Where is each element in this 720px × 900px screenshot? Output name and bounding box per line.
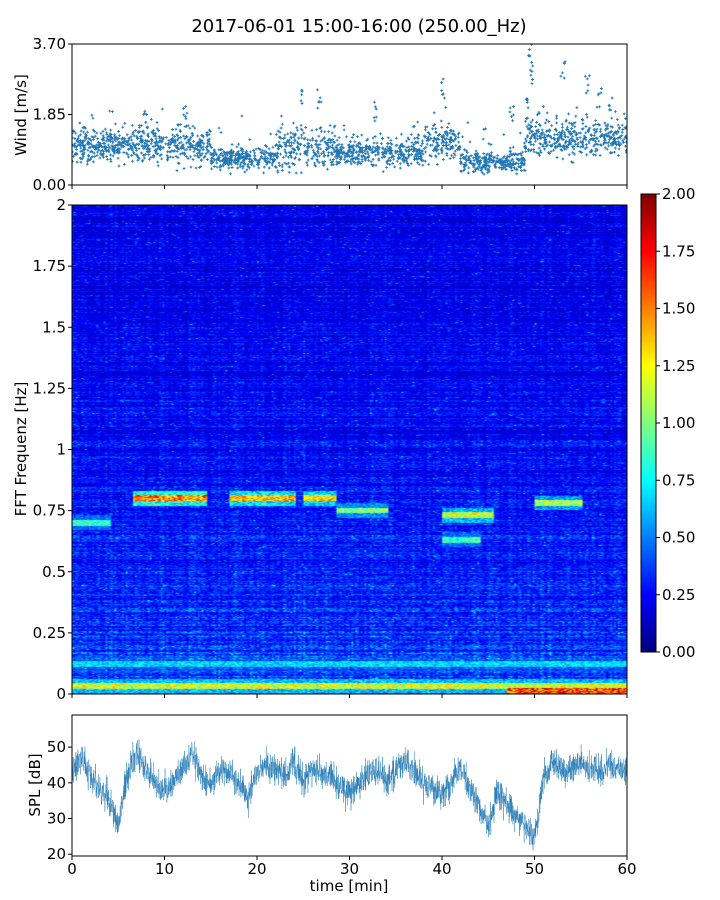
colorbar-tick-label: 1.75 xyxy=(662,242,695,260)
wind-y-tick-label: 3.70 xyxy=(33,35,66,53)
spectrogram-y-tick-label: 0.75 xyxy=(33,502,66,520)
wind-y-axis-label: Wind [m/s] xyxy=(12,74,30,156)
colorbar-axis: 0.00 0.25 0.50 0.75 1.00 1.25 1.50 1.75 2.00 xyxy=(656,185,695,661)
spl-y-axis-label: SPL [dB] xyxy=(26,753,44,816)
spl-y-tick-label: 50 xyxy=(47,738,66,756)
colorbar-tick-label: 0.75 xyxy=(662,471,695,489)
spectrogram-y-tick-label: 1.25 xyxy=(33,379,66,397)
spectrogram-panel: 0 0.25 0.5 0.75 1 1.25 1.5 1.75 2 FFT Frequenz [… xyxy=(12,185,695,703)
spl-panel: 0 10 20 30 40 50 60 20 30 40 50 SPL [dB] time [min… xyxy=(26,714,637,895)
time-x-axis-label: time [min] xyxy=(310,877,389,895)
wind-panel: 0.00 1.85 3.70 Wind [m/s] xyxy=(12,35,628,194)
colorbar-tick-label: 0.25 xyxy=(662,586,695,604)
spl-x-tick-label: 50 xyxy=(525,860,544,878)
spectrogram-image xyxy=(72,205,627,694)
spl-x-tick-label: 10 xyxy=(155,860,174,878)
spectrogram-y-tick-label: 0 xyxy=(56,685,66,703)
spl-y-tick-label: 30 xyxy=(47,810,66,828)
spl-line xyxy=(72,739,627,851)
colorbar-gradient xyxy=(641,194,656,652)
colorbar-tick-label: 2.00 xyxy=(662,185,695,203)
colorbar-tick-label: 0.00 xyxy=(662,643,695,661)
spl-x-tick-label: 0 xyxy=(67,860,77,878)
colorbar-tick-label: 1.25 xyxy=(662,357,695,375)
spectrogram-y-tick-label: 2 xyxy=(56,196,66,214)
wind-axes-frame xyxy=(71,43,628,186)
wind-y-tick-label: 0.00 xyxy=(33,176,66,194)
spectrogram-y-tick-label: 1 xyxy=(56,441,66,459)
spl-line-series xyxy=(72,739,627,851)
spectrogram-y-axis-label: FFT Frequenz [Hz] xyxy=(12,382,30,517)
wind-y-tick-label: 1.85 xyxy=(33,106,66,124)
colorbar-tick-label: 0.50 xyxy=(662,529,695,547)
wind-axes: 0.00 1.85 3.70 xyxy=(33,35,628,194)
spl-y-tick-label: 40 xyxy=(47,774,66,792)
spectrogram-y-tick-label: 1.5 xyxy=(42,318,66,336)
spl-y-tick-label: 20 xyxy=(47,845,66,863)
spectrogram-axes: 0 0.25 0.5 0.75 1 1.25 1.5 1.75 2 xyxy=(33,196,628,703)
spectrogram-y-tick-label: 0.25 xyxy=(33,624,66,642)
spectrogram-heatmap xyxy=(72,205,627,694)
spl-x-tick-label: 40 xyxy=(432,860,451,878)
colorbar-tick-label: 1.50 xyxy=(662,300,695,318)
wind-scatter-series xyxy=(72,44,627,176)
colorbar-tick-label: 1.00 xyxy=(662,414,695,432)
spl-x-tick-label: 30 xyxy=(340,860,359,878)
spl-x-tick-label: 60 xyxy=(617,860,636,878)
spectrogram-y-tick-label: 0.5 xyxy=(42,563,66,581)
figure-title: 2017-06-01 15:00-16:00 (250.00_Hz) xyxy=(191,16,526,37)
spl-axes: 0 10 20 30 40 50 60 20 30 40 50 xyxy=(47,738,637,878)
wind-scatter-points xyxy=(72,44,627,176)
spl-x-tick-label: 20 xyxy=(247,860,266,878)
spectrogram-y-tick-label: 1.75 xyxy=(33,257,66,275)
